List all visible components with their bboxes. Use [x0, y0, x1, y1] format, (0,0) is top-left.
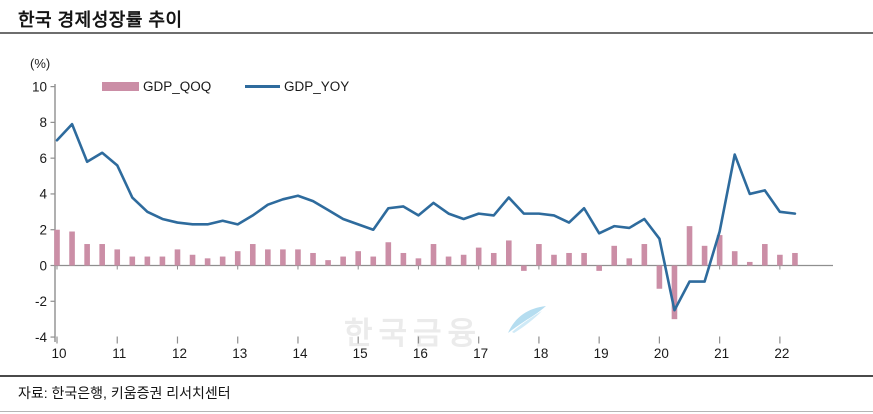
qoq-bar [114, 249, 121, 266]
qoq-bar [521, 265, 527, 271]
qoq-bar [460, 254, 467, 266]
qoq-bar [370, 256, 377, 266]
qoq-bar [656, 265, 663, 289]
page-title: 한국 경제성장률 추이 [18, 10, 183, 30]
x-tick-label: 17 [473, 346, 488, 361]
x-tick-label: 20 [654, 346, 669, 361]
qoq-bar [686, 226, 693, 266]
qoq-bar [280, 249, 286, 266]
y-tick-label: 2 [39, 223, 47, 238]
x-tick-label: 16 [413, 346, 428, 361]
y-tick-label: -2 [35, 294, 47, 309]
y-tick-label: 6 [39, 151, 47, 166]
qoq-bar [174, 249, 181, 266]
qoq-bar [265, 249, 271, 266]
qoq-bar [430, 244, 437, 266]
legend-label-qoq: GDP_QOQ [143, 79, 212, 94]
x-tick-label: 11 [112, 346, 126, 361]
qoq-bar [777, 254, 783, 266]
y-axis-unit-label: (%) [30, 56, 51, 71]
legend-swatch-yoy [245, 85, 280, 88]
legend-swatch-qoq [102, 82, 139, 91]
legend-item-gdp-yoy: GDP_YOY [245, 79, 349, 94]
qoq-bar [506, 240, 512, 266]
y-tick-label: 8 [39, 115, 47, 130]
y-tick-label: 0 [39, 258, 47, 273]
x-tick-label: 22 [774, 346, 789, 361]
qoq-bar [325, 260, 331, 266]
qoq-bar [310, 252, 316, 266]
qoq-bar [69, 231, 75, 266]
y-tick-label: -4 [35, 330, 47, 345]
title-divider [0, 32, 873, 34]
x-tick-label: 19 [594, 346, 609, 361]
qoq-bar [551, 254, 557, 266]
qoq-bar [536, 244, 542, 266]
qoq-bar [385, 242, 392, 266]
qoq-bar [445, 256, 452, 266]
qoq-bar [581, 252, 587, 266]
qoq-bar [792, 252, 798, 266]
qoq-bar [641, 244, 648, 266]
qoq-bar [54, 229, 60, 266]
qoq-bar [566, 252, 572, 266]
x-tick-label: 10 [51, 346, 66, 361]
qoq-bar [219, 256, 226, 266]
qoq-bar [189, 254, 196, 266]
qoq-bar [746, 261, 753, 266]
qoq-bar [596, 265, 602, 271]
qoq-bar [490, 252, 497, 266]
qoq-bar [626, 258, 633, 266]
qoq-bar [295, 249, 301, 266]
qoq-bar [144, 256, 151, 266]
y-tick-label: 4 [39, 187, 47, 202]
qoq-bar [159, 256, 166, 266]
x-tick-label: 18 [533, 346, 548, 361]
watermark-text: 한국금융 [344, 316, 483, 351]
qoq-bar [340, 256, 346, 266]
legend-label-yoy: GDP_YOY [284, 79, 350, 94]
footer-divider [0, 375, 873, 377]
qoq-bar [204, 258, 211, 266]
yoy-line [55, 122, 797, 312]
x-tick-label: 13 [232, 346, 247, 361]
qoq-bar [99, 244, 105, 266]
qoq-bar [355, 251, 361, 266]
qoq-bar [129, 256, 136, 266]
y-tick-label: 10 [32, 79, 47, 94]
qoq-bar [671, 265, 678, 320]
x-tick-label: 14 [292, 346, 308, 361]
qoq-bar [475, 247, 482, 266]
qoq-bar [84, 244, 90, 266]
x-tick-label: 15 [353, 346, 368, 361]
qoq-bar [762, 244, 768, 266]
x-tick-label: 21 [714, 346, 729, 361]
qoq-bar [716, 235, 723, 266]
x-tick-label: 12 [172, 346, 187, 361]
qoq-bar [400, 252, 407, 266]
qoq-bar [611, 245, 618, 266]
legend-item-gdp-qoq: GDP_QOQ [102, 79, 211, 94]
qoq-bar [731, 251, 738, 266]
page-bottom-border [0, 411, 873, 412]
qoq-bar [249, 244, 256, 266]
qoq-bar [234, 251, 241, 266]
source-note: 자료: 한국은행, 키움증권 리서치센터 [18, 385, 231, 401]
qoq-bar [415, 258, 422, 266]
qoq-bar [701, 245, 708, 266]
feather-icon [508, 306, 546, 333]
